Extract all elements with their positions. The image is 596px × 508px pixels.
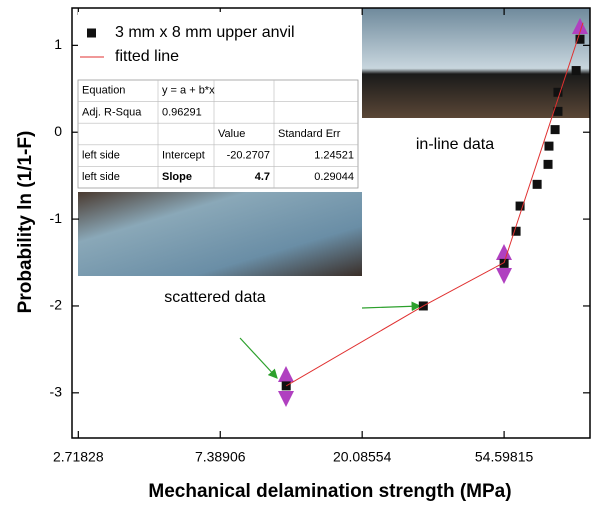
table-cell: Intercept	[162, 150, 205, 162]
arrow	[240, 338, 277, 378]
table-cell: Equation	[82, 85, 125, 97]
data-point	[544, 160, 553, 169]
data-point	[544, 142, 553, 151]
table-cell: 1.24521	[314, 150, 354, 162]
y-tick-label: -3	[50, 384, 63, 400]
table-cell: Standard Err	[278, 128, 341, 140]
table-cell: y = a + b*x	[162, 85, 215, 97]
y-axis-label: Probability ln (1/1-F)	[15, 131, 36, 314]
y-tick-label: -2	[50, 297, 63, 313]
table-cell: Slope	[162, 171, 192, 183]
y-tick-label: -1	[50, 210, 63, 226]
y-tick-label: 0	[54, 123, 62, 139]
legend-label: fitted line	[115, 48, 179, 65]
annotation: in-line data	[416, 136, 494, 153]
legend-box	[78, 12, 358, 76]
photo	[362, 8, 590, 118]
chart: in-line data scattered data Mechanical d…	[0, 0, 596, 508]
x-tick-label: 2.71828	[53, 449, 104, 465]
legend-label: 3 mm x 8 mm upper anvil	[115, 24, 295, 41]
data-point	[500, 259, 509, 268]
y-tick-label: 1	[54, 36, 62, 52]
table-cell: left side	[82, 150, 120, 162]
table-cell: 0.29044	[314, 171, 354, 183]
x-tick-label: 7.38906	[195, 449, 246, 465]
table-cell: 0.96291	[162, 106, 202, 118]
legend-symbol	[87, 29, 96, 38]
table-cell: Value	[218, 128, 245, 140]
data-point	[551, 125, 560, 134]
data-point	[533, 180, 542, 189]
x-tick-label: 20.08554	[333, 449, 392, 465]
photo	[78, 192, 362, 276]
annotation: scattered data	[164, 289, 266, 306]
table-cell: left side	[82, 171, 120, 183]
x-tick-label: 54.59815	[475, 449, 534, 465]
data-point	[572, 66, 581, 75]
arrow	[362, 306, 420, 308]
table-cell: -20.2707	[227, 150, 270, 162]
table-cell: 4.7	[255, 171, 270, 183]
table-cell: Adj. R-Squa	[82, 106, 142, 118]
x-axis-label: Mechanical delamination strength (MPa)	[148, 481, 511, 502]
